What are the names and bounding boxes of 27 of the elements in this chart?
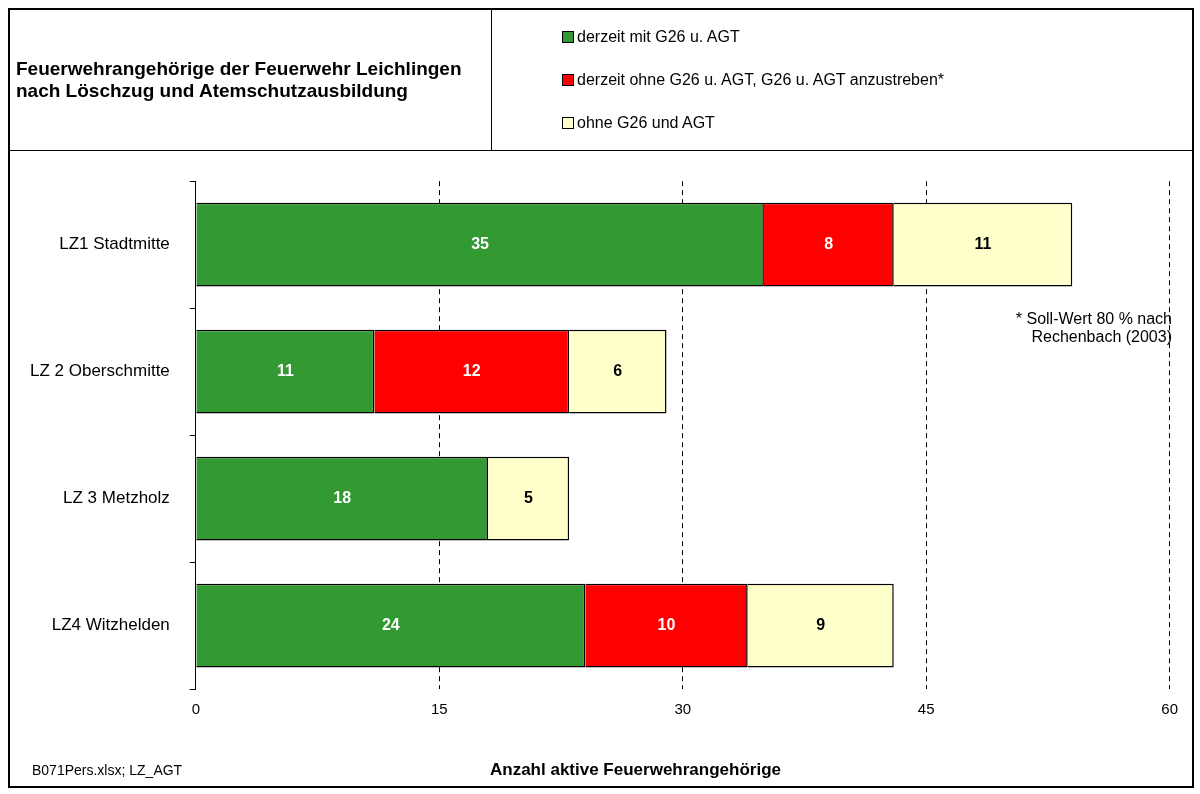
x-tick-label: 60 [1161,700,1178,718]
x-tick-label: 0 [191,700,200,718]
x-tick-label: 30 [674,700,692,718]
data-label: 5 [524,488,534,506]
data-label: 10 [657,615,676,633]
legend-label: derzeit mit G26 u. AGT [577,28,740,47]
y-tick-label: LZ 3 Metzholz [63,488,170,508]
x-axis-title: Anzahl aktive Feuerwehrangehörige [490,760,781,780]
y-tick-label: LZ1 Stadtmitte [59,234,170,254]
text: B071Pers.xlsx; LZ_AGT [32,762,184,778]
data-label: 9 [816,615,826,633]
data-label: 18 [333,488,352,506]
legend-label: ohne G26 und AGT [577,113,715,132]
y-tick-label: LZ4 Witzhelden [51,615,170,635]
data-label: 6 [613,362,623,380]
data-label: 35 [471,235,490,253]
data-label: 12 [462,362,481,380]
data-label: 11 [276,362,294,380]
x-tick-label: 45 [917,700,935,718]
data-label: 24 [381,615,400,633]
legend-label: derzeit ohne G26 u. AGT, G26 u. AGT anzustreben* [577,70,945,89]
chart-title: Feuerwehrangehörige der Feuerwehr Leichlingen nach Löschzug und Atemschutzausbildung [16,58,462,102]
annotation: * Soll-Wert 80 % nach Rechenbach (2003) [1015,310,1172,346]
data-label: 8 [824,235,834,253]
data-label: 11 [974,235,992,253]
y-tick-label: LZ 2 Oberschmitte [30,361,170,381]
x-tick-label: 15 [430,700,448,718]
